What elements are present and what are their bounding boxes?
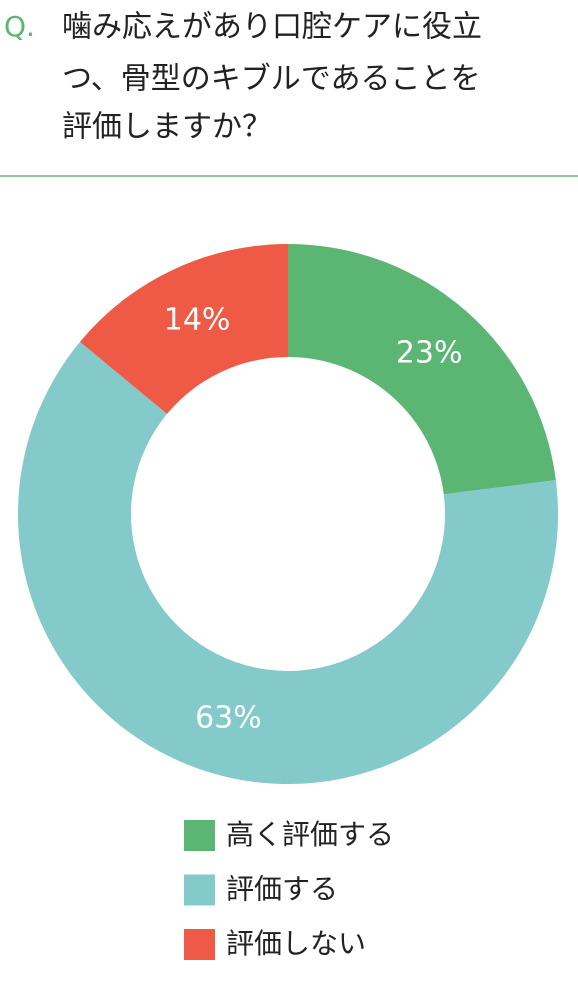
legend-label: 評価する: [226, 873, 338, 906]
legend-swatch: [184, 929, 215, 960]
donut-segment: [79, 244, 288, 414]
donut-segment: [288, 244, 556, 495]
question-line: 評価しますか？: [62, 110, 272, 145]
data-label: 23%: [396, 335, 463, 370]
question-prefix: Q.: [4, 10, 35, 43]
donut-segment: [17, 341, 559, 784]
question-line: つ、骨型のキブルであることを: [62, 62, 481, 97]
legend-swatch: [184, 820, 215, 851]
data-label: 14%: [164, 302, 231, 337]
legend-swatch: [184, 874, 215, 906]
data-label: 63%: [195, 701, 262, 736]
legend-label: 評価しない: [226, 927, 366, 960]
legend-label: 高く評価する: [226, 818, 394, 851]
question-line: 噛み応えがあり口腔ケアに役立: [62, 10, 482, 45]
